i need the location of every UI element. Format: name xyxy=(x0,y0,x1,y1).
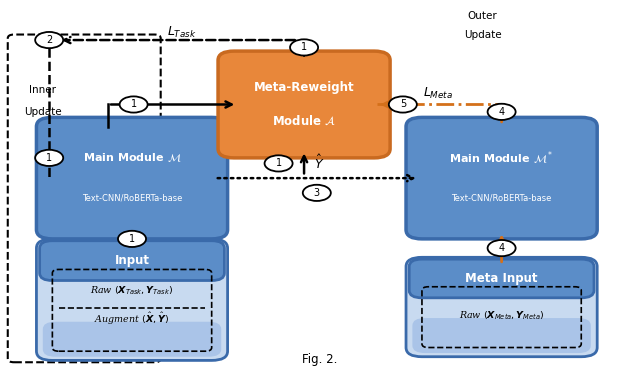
Text: Text-CNN/RoBERTa-base: Text-CNN/RoBERTa-base xyxy=(82,194,182,203)
Text: 1: 1 xyxy=(301,42,307,52)
Text: Fig. 2.: Fig. 2. xyxy=(302,353,338,366)
Text: 1: 1 xyxy=(131,99,137,109)
Text: 4: 4 xyxy=(499,243,505,253)
Circle shape xyxy=(303,185,331,201)
FancyBboxPatch shape xyxy=(412,318,591,353)
Text: Update: Update xyxy=(463,30,501,40)
Text: 3: 3 xyxy=(314,188,320,198)
Circle shape xyxy=(120,96,148,112)
Circle shape xyxy=(35,32,63,48)
Text: Text-CNN/RoBERTa-base: Text-CNN/RoBERTa-base xyxy=(451,194,552,203)
Text: Raw $(\boldsymbol{X}_{Meta}, \boldsymbol{Y}_{Meta})$: Raw $(\boldsymbol{X}_{Meta}, \boldsymbol… xyxy=(459,309,545,322)
Text: Inner: Inner xyxy=(29,85,56,95)
FancyBboxPatch shape xyxy=(36,239,228,360)
FancyBboxPatch shape xyxy=(406,117,597,239)
Text: 1: 1 xyxy=(275,158,282,168)
Circle shape xyxy=(35,150,63,166)
Text: $L_{Meta}$: $L_{Meta}$ xyxy=(423,86,453,101)
Text: Main Module $\mathcal{M}$: Main Module $\mathcal{M}$ xyxy=(83,151,181,164)
Text: Augment $(\hat{\boldsymbol{X}}, \hat{\boldsymbol{Y}})$: Augment $(\hat{\boldsymbol{X}}, \hat{\bo… xyxy=(95,311,170,327)
FancyBboxPatch shape xyxy=(40,241,225,280)
Text: Main Module $\mathcal{M}^*$: Main Module $\mathcal{M}^*$ xyxy=(449,149,554,167)
Text: 4: 4 xyxy=(499,107,505,117)
Circle shape xyxy=(290,39,318,56)
Text: 1: 1 xyxy=(46,153,52,163)
Text: Meta Input: Meta Input xyxy=(465,272,538,285)
FancyBboxPatch shape xyxy=(43,322,221,357)
FancyBboxPatch shape xyxy=(36,117,228,239)
Text: Outer: Outer xyxy=(468,11,497,21)
Circle shape xyxy=(389,96,417,112)
Text: Input: Input xyxy=(115,254,150,267)
Text: Update: Update xyxy=(24,107,61,117)
Text: 5: 5 xyxy=(400,99,406,109)
Text: Raw $(\boldsymbol{X}_{Task}, \boldsymbol{Y}_{Task})$: Raw $(\boldsymbol{X}_{Task}, \boldsymbol… xyxy=(90,285,173,297)
Text: $L_{Task}$: $L_{Task}$ xyxy=(166,25,196,40)
Text: 1: 1 xyxy=(129,234,135,244)
FancyBboxPatch shape xyxy=(406,257,597,357)
Text: Module $\mathcal{A}$: Module $\mathcal{A}$ xyxy=(272,114,336,128)
Text: $\hat{Y}$: $\hat{Y}$ xyxy=(314,154,324,173)
Text: Meta-Reweight: Meta-Reweight xyxy=(253,81,355,95)
Circle shape xyxy=(118,231,146,247)
FancyBboxPatch shape xyxy=(218,51,390,158)
Text: 2: 2 xyxy=(46,35,52,45)
Circle shape xyxy=(488,240,516,256)
Circle shape xyxy=(264,155,292,171)
FancyBboxPatch shape xyxy=(409,259,594,298)
Circle shape xyxy=(488,104,516,120)
